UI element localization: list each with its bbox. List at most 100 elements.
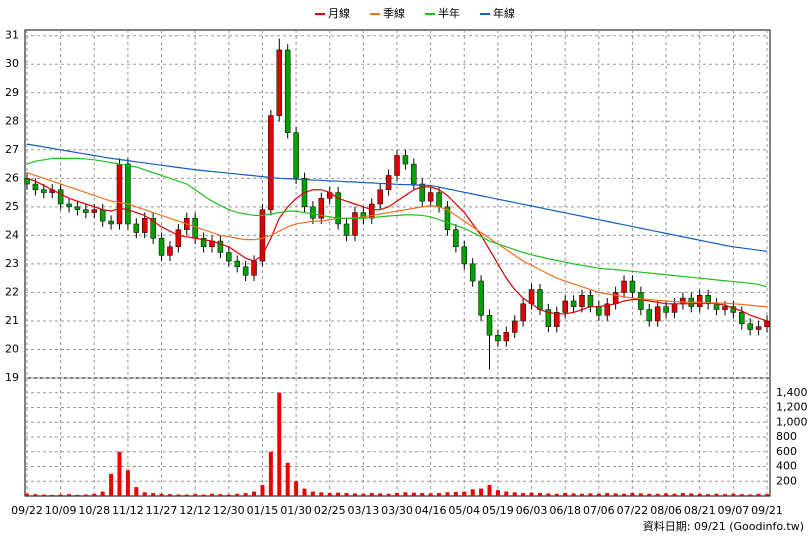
candle-body xyxy=(167,246,173,256)
volume-bar xyxy=(243,493,248,496)
y-tick-label: 21 xyxy=(5,314,19,327)
y-tick-label: 20 xyxy=(5,342,19,355)
x-tick-label: 05/19 xyxy=(482,504,514,517)
candle-body xyxy=(579,295,585,307)
volume-bar xyxy=(512,492,517,496)
candle-body xyxy=(411,163,417,185)
volume-bar xyxy=(151,493,156,496)
volume-bar xyxy=(260,484,265,496)
candle-body xyxy=(141,218,148,233)
volume-bar xyxy=(580,493,584,496)
candle-body xyxy=(91,209,98,213)
volume-bar xyxy=(588,493,593,496)
candle-body xyxy=(604,303,610,316)
candle-body xyxy=(226,252,232,262)
candle-body xyxy=(276,49,283,116)
volume-bar xyxy=(100,491,105,496)
volume-bar xyxy=(748,494,753,496)
volume-bar xyxy=(537,493,542,496)
x-tick-label: 07/22 xyxy=(617,504,649,517)
volume-bar xyxy=(218,494,223,496)
legend-label: 年線 xyxy=(493,6,515,20)
candle-body xyxy=(755,326,762,330)
volume-bar xyxy=(756,493,761,496)
candle-body xyxy=(200,237,207,248)
candle-body xyxy=(764,320,770,327)
candle-body xyxy=(495,334,501,342)
candle-body xyxy=(444,206,451,230)
candle-body xyxy=(503,332,510,342)
candle-body xyxy=(318,198,325,219)
volume-bar xyxy=(25,493,29,496)
candle-body xyxy=(486,314,493,336)
volume-bar xyxy=(352,493,357,496)
candle-body xyxy=(133,223,140,233)
volume-bar xyxy=(134,487,139,496)
volume-bar xyxy=(462,491,467,496)
volume-bar xyxy=(437,493,442,496)
volume-bar xyxy=(125,470,130,496)
volume-bar xyxy=(285,462,290,496)
volume-bar xyxy=(92,493,97,496)
candle-body xyxy=(259,209,266,262)
volume-bar xyxy=(765,494,769,496)
x-tick-label: 10/09 xyxy=(45,504,77,517)
candle-body xyxy=(83,209,89,213)
candle-body xyxy=(268,115,274,210)
y2-tick-label: 600 xyxy=(776,445,797,458)
y-tick-label: 26 xyxy=(5,171,19,184)
legend-label: 半年 xyxy=(438,6,460,20)
volume-bar xyxy=(193,494,198,496)
ma-line xyxy=(26,177,768,322)
volume-bar xyxy=(664,493,669,496)
y2-tick-label: 1,400 xyxy=(776,386,808,399)
x-tick-label: 11/27 xyxy=(146,504,178,517)
candle-body xyxy=(545,309,552,327)
volume-bar xyxy=(184,494,189,496)
candle-body xyxy=(284,49,291,133)
candle-body xyxy=(343,223,350,236)
volume-bar xyxy=(319,492,324,496)
x-tick-label: 12/12 xyxy=(179,504,211,517)
x-tick-label: 04/16 xyxy=(415,504,447,517)
candle-body xyxy=(251,260,257,276)
candle-body xyxy=(528,289,535,305)
candle-body xyxy=(74,206,81,210)
candle-body xyxy=(663,306,669,313)
candle-body xyxy=(436,192,442,208)
candle-body xyxy=(554,312,560,327)
volume-bar xyxy=(142,492,147,496)
volume-bar xyxy=(504,491,509,496)
volume-bar xyxy=(596,493,601,496)
candle-body xyxy=(427,192,434,202)
x-tick-label: 07/06 xyxy=(583,504,615,517)
volume-bar xyxy=(58,494,63,496)
volume-bar xyxy=(655,493,660,496)
volume-bar xyxy=(714,493,719,496)
volume-bar xyxy=(672,493,677,496)
x-tick-label: 06/03 xyxy=(516,504,548,517)
volume-bar xyxy=(445,492,450,496)
candle-body xyxy=(537,289,543,310)
candle-body xyxy=(587,295,594,307)
y-tick-label: 28 xyxy=(5,114,19,127)
x-tick-label: 10/28 xyxy=(78,504,110,517)
candle-body xyxy=(377,189,383,205)
volume-bar xyxy=(268,451,273,496)
volume-bar xyxy=(167,494,172,496)
x-tick-label: 12/30 xyxy=(213,504,245,517)
y2-tick-label: 200 xyxy=(776,474,797,487)
candle-body xyxy=(108,220,114,225)
volume-bar xyxy=(302,488,307,496)
x-tick-label: 01/15 xyxy=(247,504,279,517)
candle-body xyxy=(646,309,653,322)
candle-body xyxy=(654,306,661,322)
candle-body xyxy=(722,306,728,310)
candle-body xyxy=(469,263,476,282)
y-tick-label: 27 xyxy=(5,143,19,156)
candle-body xyxy=(419,183,425,202)
volume-bar xyxy=(554,493,559,496)
x-tick-label: 09/07 xyxy=(718,504,750,517)
volume-bar xyxy=(479,488,484,496)
legend-label: 月線 xyxy=(328,6,350,20)
